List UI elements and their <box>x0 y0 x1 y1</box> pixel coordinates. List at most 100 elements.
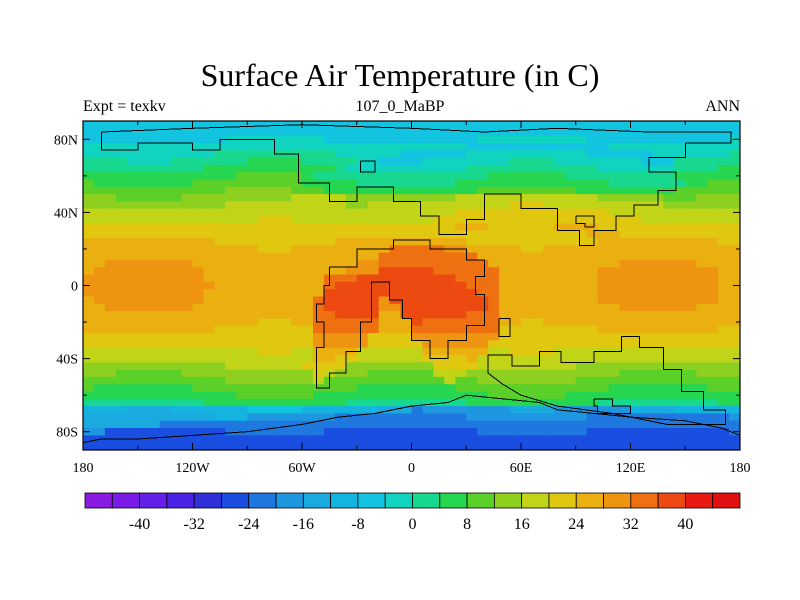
temperature-cell <box>345 259 358 268</box>
temperature-cell <box>674 216 686 224</box>
temperature-cell <box>411 311 424 319</box>
temperature-cell <box>575 362 588 371</box>
temperature-cell <box>159 289 172 298</box>
temperature-cell <box>444 406 456 415</box>
temperature-cell <box>126 135 139 144</box>
temperature-cell <box>597 274 610 283</box>
temperature-cell <box>521 216 533 224</box>
temperature-cell <box>411 172 424 181</box>
temperature-cell <box>302 420 314 429</box>
temperature-cell <box>334 121 347 129</box>
temperature-cell <box>312 281 325 290</box>
temperature-cell <box>345 435 358 444</box>
temperature-cell <box>269 340 281 349</box>
temperature-cell <box>258 428 270 436</box>
temperature-cell <box>553 179 566 188</box>
temperature-cell <box>378 296 391 305</box>
temperature-cell <box>126 420 139 429</box>
temperature-cell <box>83 340 95 349</box>
temperature-cell <box>83 194 95 203</box>
temperature-cell <box>181 347 194 356</box>
temperature-cell <box>104 347 117 356</box>
temperature-cell <box>422 121 434 129</box>
temperature-cell <box>685 333 697 341</box>
temperature-cell <box>159 333 172 341</box>
colorbar-label: 40 <box>677 516 693 533</box>
temperature-cell <box>367 398 380 407</box>
temperature-cell <box>564 274 577 283</box>
temperature-cell <box>367 142 380 151</box>
temperature-cell <box>192 369 205 378</box>
temperature-cell <box>531 333 544 341</box>
temperature-cell <box>542 267 555 276</box>
temperature-cell <box>499 274 511 283</box>
temperature-cell <box>586 303 599 312</box>
temperature-cell <box>718 384 730 393</box>
temperature-cell <box>323 128 336 137</box>
temperature-cell <box>137 142 150 151</box>
temperature-cell <box>674 406 686 415</box>
temperature-cell <box>115 142 128 151</box>
temperature-cell <box>181 442 194 450</box>
temperature-cell <box>312 237 325 246</box>
temperature-cell <box>302 391 314 400</box>
temperature-cell <box>608 406 621 415</box>
temperature-cell <box>608 318 621 327</box>
temperature-cell <box>312 376 325 385</box>
temperature-cell <box>444 384 456 393</box>
temperature-cell <box>93 303 106 312</box>
temperature-cell <box>718 230 730 239</box>
temperature-cell <box>685 201 697 210</box>
temperature-cell <box>356 142 369 151</box>
temperature-cell <box>488 267 500 276</box>
temperature-cell <box>674 186 686 195</box>
temperature-cell <box>192 121 205 129</box>
temperature-cell <box>641 325 653 334</box>
temperature-cell <box>619 354 632 363</box>
temperature-cell <box>422 420 434 429</box>
temperature-cell <box>192 325 205 334</box>
temperature-cell <box>707 362 719 371</box>
temperature-cell <box>126 354 139 363</box>
temperature-cell <box>477 208 489 217</box>
temperature-cell <box>422 362 434 371</box>
temperature-cell <box>564 267 577 276</box>
temperature-cell <box>280 186 292 195</box>
temperature-cell <box>291 311 303 319</box>
temperature-cell <box>367 384 380 393</box>
temperature-cell <box>225 128 237 137</box>
temperature-cell <box>236 318 248 327</box>
temperature-cell <box>586 406 599 415</box>
temperature-cell <box>531 245 544 254</box>
temperature-cell <box>148 384 161 393</box>
temperature-cell <box>126 413 139 422</box>
temperature-cell <box>685 274 697 283</box>
temperature-cell <box>269 230 281 239</box>
temperature-cell <box>236 252 248 261</box>
temperature-cell <box>630 135 643 144</box>
temperature-cell <box>729 325 740 334</box>
temperature-cell <box>564 296 577 305</box>
temperature-cell <box>575 376 588 385</box>
temperature-cell <box>225 369 237 378</box>
temperature-cell <box>455 208 467 217</box>
temperature-cell <box>334 223 347 232</box>
temperature-cell <box>521 267 533 276</box>
temperature-cell <box>400 428 413 436</box>
temperature-cell <box>433 135 445 144</box>
temperature-cell <box>181 208 194 217</box>
temperature-cell <box>433 406 445 415</box>
temperature-cell <box>181 398 194 407</box>
temperature-cell <box>104 172 117 181</box>
temperature-cell <box>115 376 128 385</box>
temperature-cell <box>411 340 424 349</box>
temperature-cell <box>148 186 161 195</box>
temperature-cell <box>674 237 686 246</box>
temperature-cell <box>356 296 369 305</box>
temperature-cell <box>104 121 117 129</box>
temperature-cell <box>170 237 183 246</box>
colorbar-swatch <box>603 492 632 509</box>
temperature-cell <box>312 354 325 363</box>
temperature-cell <box>433 194 445 203</box>
temperature-cell <box>192 150 205 159</box>
